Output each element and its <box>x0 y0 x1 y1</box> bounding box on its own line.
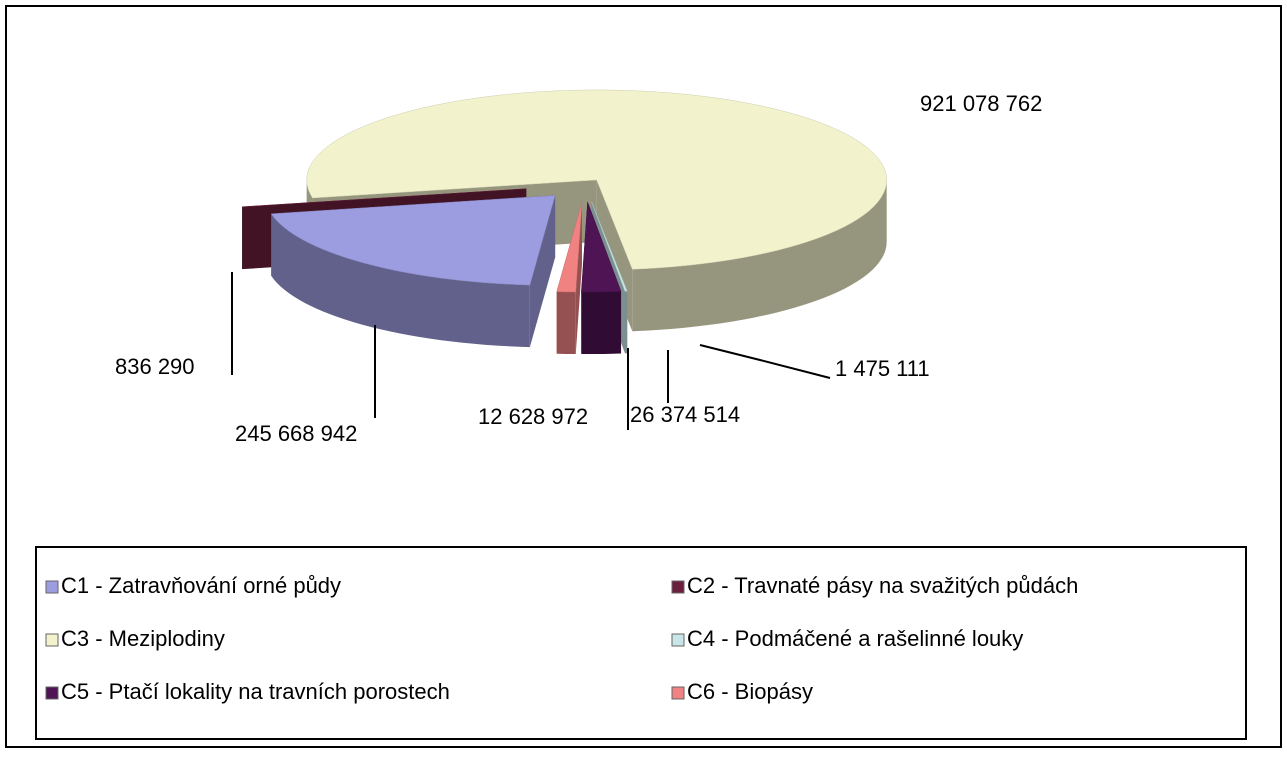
legend-swatch <box>46 581 58 593</box>
legend-label: C4 - Podmáčené a rašelinné louky <box>687 626 1023 651</box>
data-label: 921 078 762 <box>920 91 1042 116</box>
legend-swatch <box>46 687 58 699</box>
slice-side <box>625 291 627 353</box>
legend-label: C1 - Zatravňování orné půdy <box>61 573 341 598</box>
legend-swatch <box>672 634 684 646</box>
data-label: 245 668 942 <box>235 421 357 446</box>
legend-swatch <box>46 634 58 646</box>
legend-swatch <box>672 687 684 699</box>
legend-swatch <box>672 581 684 593</box>
data-label: 1 475 111 <box>835 356 930 381</box>
slice-side <box>581 291 621 354</box>
data-label: 26 374 514 <box>630 402 740 427</box>
legend-label: C2 - Travnaté pásy na svažitých půdách <box>687 573 1078 598</box>
slice-side <box>557 292 576 354</box>
data-label: 836 290 <box>115 354 195 379</box>
legend-label: C6 - Biopásy <box>687 679 813 704</box>
legend-label: C5 - Ptačí lokality na travních porostec… <box>61 679 450 704</box>
data-label: 12 628 972 <box>478 404 588 429</box>
legend-label: C3 - Meziplodiny <box>61 626 225 651</box>
